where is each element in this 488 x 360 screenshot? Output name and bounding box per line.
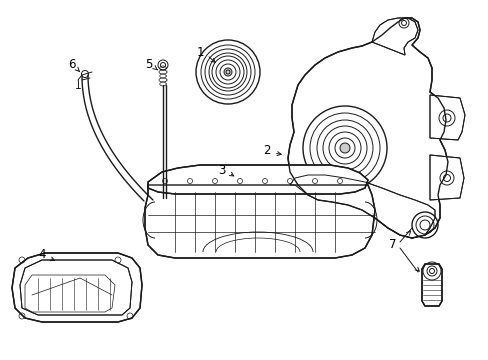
Polygon shape	[429, 95, 464, 140]
Polygon shape	[371, 18, 417, 55]
Polygon shape	[429, 155, 463, 200]
Text: 3: 3	[218, 163, 225, 176]
Polygon shape	[145, 185, 374, 258]
Text: 7: 7	[388, 238, 396, 252]
Polygon shape	[20, 260, 132, 315]
Polygon shape	[12, 253, 142, 322]
Circle shape	[339, 143, 349, 153]
Text: 6: 6	[68, 58, 76, 72]
Text: 5: 5	[145, 58, 152, 72]
Text: 1: 1	[196, 45, 203, 58]
Text: 2: 2	[263, 144, 270, 157]
Polygon shape	[148, 165, 367, 194]
Polygon shape	[287, 18, 447, 238]
Polygon shape	[421, 264, 441, 306]
Circle shape	[224, 68, 231, 76]
Polygon shape	[289, 175, 434, 238]
Text: 4: 4	[38, 248, 46, 261]
